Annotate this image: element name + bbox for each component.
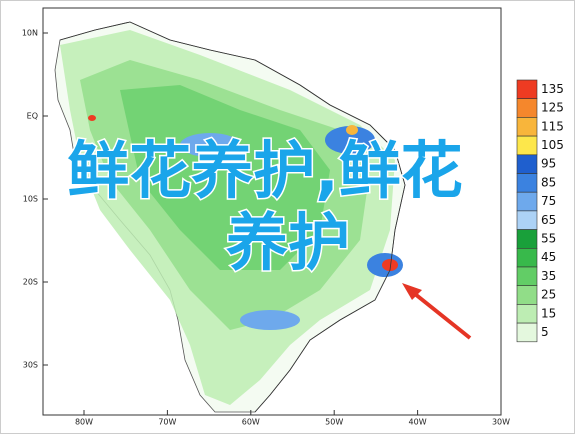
- rain-blue: [325, 126, 375, 154]
- map-area: [42, 7, 502, 416]
- arrow: [408, 288, 472, 340]
- rain-blue: [180, 133, 240, 157]
- colorbar-swatch: [516, 154, 538, 174]
- colorbar-label: 25: [541, 288, 556, 302]
- colorbar-label: 125: [541, 101, 564, 115]
- lon-label: 80W: [75, 418, 93, 427]
- colorbar-label: 85: [541, 175, 556, 189]
- colorbar-label: 15: [541, 306, 556, 320]
- lon-label: 50W: [325, 418, 343, 427]
- rain-heavy: [120, 85, 330, 270]
- colorbar: 135 125 115 105 95 85 75 65 55 45 35 25 15 5: [516, 79, 564, 343]
- arrow-head: [402, 283, 422, 300]
- overlay-text: 养护: [226, 206, 350, 279]
- lat-label: 20S: [23, 278, 38, 287]
- colorbar-label: 105: [541, 138, 564, 152]
- colorbar-label: 95: [541, 157, 556, 171]
- colorbar-swatch: [516, 173, 538, 193]
- lat-label: 30S: [23, 361, 38, 370]
- colorbar-swatch: [516, 210, 538, 230]
- colorbar-label: 55: [541, 231, 556, 245]
- colorbar-swatch: [516, 117, 538, 137]
- colorbar-swatch: [516, 98, 538, 118]
- colorbar-label: 35: [541, 269, 556, 283]
- lat-label: 10S: [23, 195, 38, 204]
- colorbar-label: 75: [541, 194, 556, 208]
- colorbar-swatch: [516, 266, 538, 287]
- colorbar-swatch: [516, 248, 538, 268]
- rain-peak: [382, 259, 398, 271]
- colorbar-swatch: [516, 285, 538, 305]
- lat-label: EQ: [27, 112, 38, 121]
- colorbar-swatch: [516, 322, 538, 343]
- coastline: [59, 21, 406, 413]
- rain-peak: [88, 115, 96, 121]
- lat-label: 10N: [22, 29, 38, 38]
- overlay-text: 鲜花养护,鲜花: [67, 134, 463, 207]
- colorbar-swatch: [516, 304, 538, 324]
- colorbar-label: 115: [541, 119, 564, 133]
- rain-peak: [346, 125, 358, 135]
- colorbar-swatch: [516, 191, 538, 212]
- colorbar-label: 45: [541, 250, 556, 264]
- lon-label: 30W: [492, 418, 510, 427]
- rain-blue: [240, 310, 300, 330]
- colorbar-swatch: [516, 135, 538, 156]
- colorbar-swatch: [516, 229, 538, 249]
- lon-label: 40W: [409, 418, 427, 427]
- lon-label: 60W: [242, 418, 260, 427]
- lon-label: 70W: [158, 418, 176, 427]
- colorbar-label: 5: [541, 325, 549, 339]
- axis-labels: 10N EQ 10S 20S 30S 80W 70W 60W 50W 40W 30W: [22, 29, 510, 427]
- colorbar-swatch: [516, 79, 538, 100]
- colorbar-label: 65: [541, 213, 556, 227]
- colorbar-label: 135: [541, 82, 564, 96]
